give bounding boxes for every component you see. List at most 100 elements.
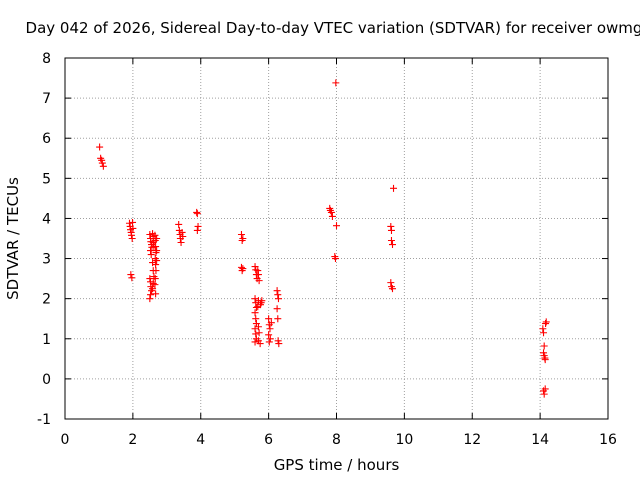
data-point xyxy=(179,232,187,240)
data-point xyxy=(147,291,155,299)
data-point xyxy=(178,228,186,236)
data-point xyxy=(387,222,395,230)
data-point xyxy=(146,295,154,303)
data-point xyxy=(149,279,157,287)
y-tick-label: 5 xyxy=(42,171,51,187)
data-point xyxy=(275,340,283,348)
data-point xyxy=(251,338,259,346)
y-tick-label: 2 xyxy=(42,292,51,308)
data-point xyxy=(331,255,339,263)
x-tick-label: 16 xyxy=(599,432,617,448)
data-point xyxy=(273,305,281,313)
y-tick-label: 1 xyxy=(42,332,51,348)
data-point xyxy=(153,247,161,255)
data-point xyxy=(153,235,161,242)
y-tick-labels: -1 0 1 2 3 4 5 6 7 8 xyxy=(37,51,51,428)
x-tick-label: 6 xyxy=(264,432,273,448)
y-tick-label: 8 xyxy=(42,51,51,67)
data-point xyxy=(252,303,260,311)
data-point xyxy=(152,261,160,269)
data-point xyxy=(125,219,133,227)
data-point xyxy=(541,356,549,364)
data-point xyxy=(128,235,136,242)
data-point xyxy=(266,335,274,343)
x-tick-label: 10 xyxy=(395,432,413,448)
data-point xyxy=(255,277,263,285)
x-tick-label: 0 xyxy=(61,432,70,448)
y-tick-label: 4 xyxy=(42,211,51,227)
data-point xyxy=(127,271,135,279)
data-point xyxy=(98,159,106,167)
data-point xyxy=(274,291,282,299)
data-point xyxy=(99,162,107,170)
data-point xyxy=(239,235,247,242)
data-points xyxy=(96,79,550,398)
data-point xyxy=(274,315,282,323)
data-point xyxy=(177,239,185,247)
data-point xyxy=(388,241,396,249)
y-tick-label: 6 xyxy=(42,131,51,147)
data-point xyxy=(96,143,104,151)
data-point xyxy=(542,320,550,328)
data-point xyxy=(153,257,161,265)
data-point xyxy=(152,290,160,298)
data-point xyxy=(252,315,260,323)
x-tick-label: 12 xyxy=(463,432,481,448)
data-point xyxy=(251,263,259,271)
x-tick-label: 2 xyxy=(128,432,137,448)
data-point xyxy=(129,224,137,232)
data-point xyxy=(151,281,159,289)
data-point xyxy=(539,325,547,333)
y-axis-label: SDTVAR / TECUs xyxy=(4,177,22,300)
data-point xyxy=(265,338,273,346)
data-point xyxy=(193,226,201,234)
data-point xyxy=(327,208,335,216)
data-point xyxy=(147,251,155,259)
data-point xyxy=(273,287,281,295)
data-point xyxy=(542,318,550,326)
data-point xyxy=(254,271,262,279)
data-point xyxy=(254,323,262,331)
data-point xyxy=(541,385,549,393)
data-point xyxy=(333,222,340,230)
grid-lines xyxy=(65,58,608,419)
data-point xyxy=(151,275,159,283)
data-point xyxy=(237,230,245,238)
data-point xyxy=(540,390,548,398)
y-tick-label: 3 xyxy=(42,252,51,268)
data-point xyxy=(328,212,336,220)
data-point xyxy=(540,342,548,350)
data-point xyxy=(251,309,259,317)
data-point xyxy=(193,210,201,218)
data-point xyxy=(152,267,160,275)
data-point xyxy=(267,319,275,327)
x-axis-label: GPS time / hours xyxy=(274,456,400,474)
data-point xyxy=(258,297,266,305)
data-point xyxy=(387,226,395,234)
plot-frame xyxy=(64,57,609,420)
data-point xyxy=(265,331,273,339)
data-point xyxy=(193,208,201,216)
data-point xyxy=(252,330,260,338)
x-tick-label: 4 xyxy=(196,432,205,448)
data-point xyxy=(390,184,398,192)
data-point xyxy=(239,265,247,273)
data-point xyxy=(152,243,160,251)
data-point xyxy=(255,329,263,337)
data-point xyxy=(175,220,183,228)
data-point xyxy=(129,218,137,226)
data-point xyxy=(332,79,340,87)
x-tick-label: 14 xyxy=(531,432,549,448)
y-tick-label: -1 xyxy=(37,412,51,428)
x-tick-label: 8 xyxy=(332,432,341,448)
data-point xyxy=(387,237,395,245)
data-point xyxy=(254,267,262,275)
data-point xyxy=(540,329,548,337)
data-point xyxy=(128,231,136,239)
data-point xyxy=(256,340,264,348)
data-point xyxy=(149,285,157,293)
y-tick-label: 7 xyxy=(42,91,51,107)
data-point xyxy=(387,279,395,287)
x-tick-labels: 0 2 4 6 8 10 12 14 16 xyxy=(61,432,617,448)
